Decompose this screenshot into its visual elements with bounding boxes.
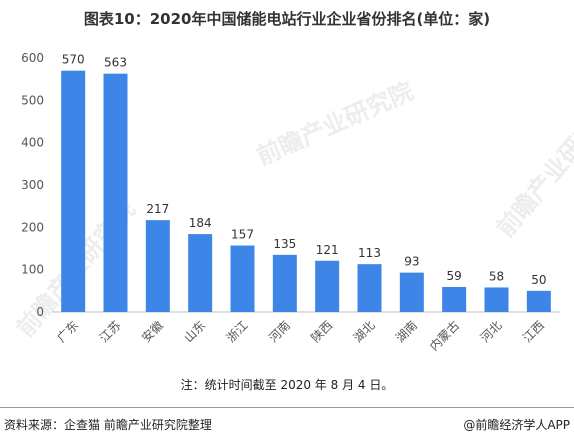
- y-tick-label: 600: [21, 51, 44, 65]
- bar: [103, 73, 128, 312]
- bar: [61, 70, 86, 312]
- x-tick-label: 内蒙古: [426, 318, 462, 354]
- data-label: 563: [104, 56, 127, 70]
- bar: [272, 254, 297, 312]
- x-tick-label: 广东: [54, 318, 81, 345]
- data-label: 184: [189, 216, 212, 230]
- divider: [0, 407, 574, 408]
- y-tick-label: 400: [21, 136, 44, 150]
- bar: [188, 234, 213, 312]
- bar: [315, 260, 340, 312]
- y-tick-label: 0: [36, 305, 44, 319]
- data-label: 157: [231, 228, 254, 242]
- data-label: 121: [316, 243, 339, 257]
- data-label: 93: [404, 255, 419, 269]
- y-tick-label: 200: [21, 220, 44, 234]
- data-label: 113: [358, 246, 381, 260]
- x-tick-label: 江苏: [97, 318, 124, 345]
- data-label: 58: [489, 269, 504, 283]
- footnote: 注：统计时间截至 2020 年 8 月 4 日。: [180, 378, 394, 392]
- x-tick-label: 山东: [181, 318, 208, 345]
- source-note: 资料来源：企查猫 前瞻产业研究院整理: [4, 418, 212, 432]
- data-label: 570: [62, 53, 85, 67]
- x-tick-label: 浙江: [224, 318, 251, 345]
- x-tick-label: 安徽: [138, 318, 166, 346]
- data-label: 135: [273, 237, 296, 251]
- x-tick-label: 河北: [478, 318, 505, 345]
- chart-title: 图表10：2020年中国储能电站行业企业省份排名(单位：家): [83, 10, 491, 28]
- data-label: 217: [146, 202, 169, 216]
- bar: [230, 245, 255, 312]
- bar-chart: 0 100 200 300 400 500 600 570 广东 563 江苏 217 安徽 184 山东 1…: [21, 51, 560, 354]
- bar: [145, 220, 170, 312]
- credit-note: @前瞻经济学人APP: [463, 418, 570, 432]
- x-tick-label: 湖南: [392, 318, 420, 346]
- x-tick-label: 湖北: [350, 318, 378, 346]
- x-tick-label: 江西: [520, 318, 547, 345]
- bar: [357, 264, 382, 312]
- y-tick-label: 300: [21, 178, 44, 192]
- bar: [484, 287, 509, 312]
- data-label: 59: [447, 269, 462, 283]
- x-tick-label: 河南: [265, 318, 293, 346]
- y-tick-label: 100: [21, 263, 44, 277]
- x-tick-label: 陕西: [308, 318, 336, 346]
- bar: [442, 287, 467, 312]
- y-tick-label: 500: [21, 93, 44, 107]
- bar: [399, 272, 424, 312]
- data-label: 50: [531, 273, 546, 287]
- bar: [526, 290, 551, 312]
